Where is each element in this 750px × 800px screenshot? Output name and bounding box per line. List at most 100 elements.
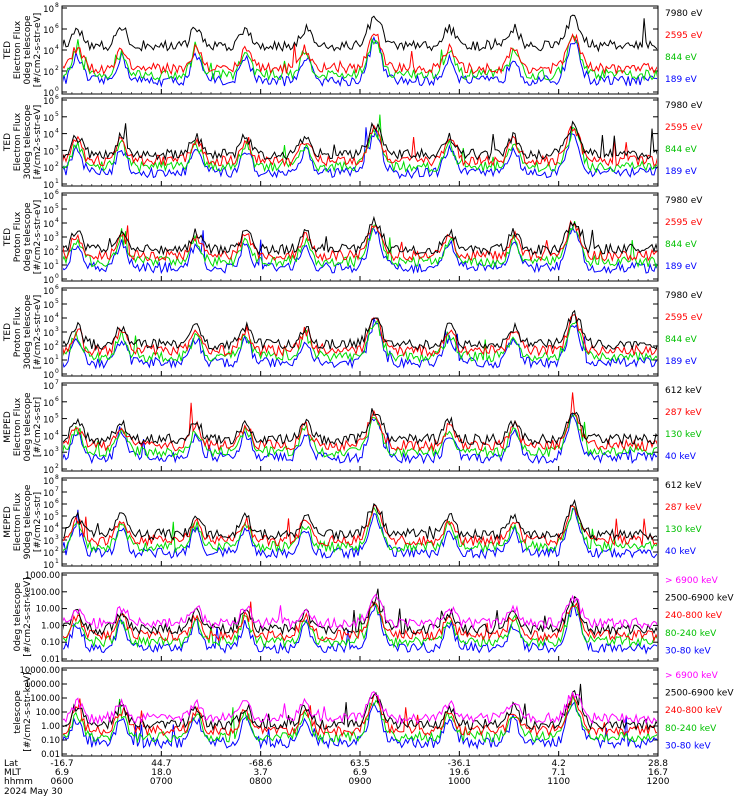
y-axis-label-line: [#/cm2-s-str-eV] bbox=[33, 105, 43, 180]
legend-entry: 30-80 keV bbox=[665, 646, 711, 656]
x-tick-label: 1000 bbox=[448, 777, 471, 787]
legend-entry: 40 keV bbox=[665, 547, 697, 557]
series-line bbox=[63, 220, 657, 269]
y-tick-label: 1.00 bbox=[41, 621, 60, 631]
legend-entry: 240-800 keV bbox=[665, 611, 723, 621]
panel-data bbox=[63, 14, 657, 88]
legend-entry: 2500-6900 keV bbox=[665, 689, 734, 699]
series-line bbox=[63, 120, 657, 161]
legend-entry: 287 keV bbox=[665, 408, 702, 418]
y-tick-label: 10 bbox=[43, 287, 54, 297]
x-tick-label: -36.1 bbox=[448, 759, 471, 769]
y-tick-label: 1.00 bbox=[41, 722, 60, 732]
y-tick-exponent: 4 bbox=[55, 128, 59, 135]
y-tick-label: 10 bbox=[43, 47, 54, 57]
y-tick-label: 10 bbox=[43, 371, 54, 381]
y-tick-label: 10 bbox=[43, 477, 54, 487]
y-tick-label: 10 bbox=[43, 89, 54, 99]
y-tick-label: 0.10 bbox=[41, 736, 60, 746]
panel-frame bbox=[61, 477, 659, 567]
y-tick-exponent: 2 bbox=[55, 546, 59, 553]
series-line bbox=[63, 499, 657, 541]
legend-entry: 189 eV bbox=[665, 262, 698, 272]
x-tick-label: 44.7 bbox=[151, 759, 171, 769]
legend-entry: 80-240 keV bbox=[665, 724, 717, 734]
legend-entry: 2595 eV bbox=[665, 218, 703, 228]
y-tick-label: 100.00 bbox=[30, 588, 60, 598]
y-tick-label: 10 bbox=[43, 315, 54, 325]
y-tick-exponent: 6 bbox=[55, 284, 59, 291]
y-tick-exponent: 8 bbox=[55, 474, 59, 481]
y-tick-label: 10 bbox=[43, 192, 54, 202]
legend-entry: 612 keV bbox=[665, 386, 702, 396]
legend-entry: 844 eV bbox=[665, 240, 698, 250]
y-axis-label: telescope [#/cm2-s-str-keV] bbox=[13, 672, 33, 751]
y-tick-exponent: 4 bbox=[55, 522, 59, 529]
panel-frame bbox=[61, 97, 659, 187]
y-tick-label: 100.00 bbox=[30, 694, 60, 704]
y-axis-label-line: TED bbox=[3, 41, 13, 60]
y-axis-label-line: [#/cm2-s-str-eV] bbox=[33, 13, 43, 88]
x-tick-label: 0600 bbox=[51, 777, 74, 787]
y-tick-label: 10 bbox=[43, 5, 54, 15]
y-tick-exponent: 6 bbox=[55, 396, 59, 403]
legend-entry: 612 keV bbox=[665, 481, 702, 491]
x-tick-label: 63.5 bbox=[350, 759, 370, 769]
y-axis-label-line: 0deg telescope bbox=[13, 582, 23, 652]
legend-entry: 2500-6900 keV bbox=[665, 594, 734, 604]
series-line bbox=[63, 33, 657, 76]
y-tick-label: 10 bbox=[43, 329, 54, 339]
y-tick-exponent: 2 bbox=[55, 65, 59, 72]
y-tick-label: 10 bbox=[43, 26, 54, 36]
y-axis-label: TED Electron Flux 0deg telescope [#/cm2-s-s… bbox=[3, 13, 43, 88]
y-axis-label-line: 90deg telescope bbox=[23, 484, 33, 559]
y-tick-exponent: 4 bbox=[55, 217, 59, 224]
y-axis-label-line: Electron Flux bbox=[13, 20, 23, 79]
y-tick-exponent: 5 bbox=[55, 510, 59, 517]
series-line bbox=[63, 505, 657, 554]
y-tick-label: 1000.00 bbox=[25, 571, 60, 581]
y-tick-exponent: 0 bbox=[55, 368, 59, 375]
y-tick-exponent: 4 bbox=[55, 429, 59, 436]
y-tick-label: 10 bbox=[43, 416, 54, 426]
y-tick-exponent: 6 bbox=[55, 189, 59, 196]
x-tick-label: 16.7 bbox=[648, 768, 668, 778]
y-tick-label: 10 bbox=[43, 97, 54, 107]
legend-entry: 30-80 keV bbox=[665, 741, 711, 751]
x-tick-label: 28.8 bbox=[648, 759, 668, 769]
series-line bbox=[63, 124, 657, 168]
y-axis-label-line: 0deg telescope bbox=[23, 392, 33, 462]
y-tick-exponent: 4 bbox=[55, 44, 59, 51]
y-axis-label-line: TED bbox=[3, 133, 13, 152]
y-tick-exponent: 3 bbox=[55, 326, 59, 333]
series-line bbox=[63, 225, 657, 275]
y-tick-label: 10 bbox=[43, 501, 54, 511]
y-axis-label: MEPED Electron Flux 90deg telescope [#/cm2-… bbox=[3, 484, 43, 559]
legend-entry: 40 keV bbox=[665, 452, 697, 462]
panel-data bbox=[63, 309, 657, 370]
y-axis-label-line: Proton Flux bbox=[13, 306, 23, 357]
x-tick-label: 3.7 bbox=[254, 768, 268, 778]
panel-7: 1000.00 100.00 10.00 1.00 0.10 0.01 0deg teles… bbox=[13, 571, 734, 665]
x-row-label: MLT bbox=[4, 768, 22, 778]
panel-frame bbox=[61, 667, 659, 757]
series-line bbox=[63, 408, 657, 447]
legend-entry: 130 keV bbox=[665, 525, 702, 535]
series-line bbox=[63, 309, 657, 352]
panel-data bbox=[63, 588, 657, 655]
y-tick-label: 10 bbox=[43, 357, 54, 367]
y-tick-label: 10.00 bbox=[36, 708, 60, 718]
y-tick-label: 10 bbox=[43, 561, 54, 571]
y-tick-exponent: 1 bbox=[55, 354, 59, 361]
y-tick-exponent: 2 bbox=[55, 245, 59, 252]
y-axis-label-line: telescope bbox=[13, 690, 23, 734]
y-tick-label: 10 bbox=[43, 537, 54, 547]
y-axis-label-line: [#/cm2-s-str] bbox=[33, 492, 43, 552]
legend-entry: 7980 eV bbox=[665, 101, 703, 111]
y-tick-label: 10 bbox=[43, 466, 54, 476]
y-axis-label-line: TED bbox=[3, 323, 13, 342]
